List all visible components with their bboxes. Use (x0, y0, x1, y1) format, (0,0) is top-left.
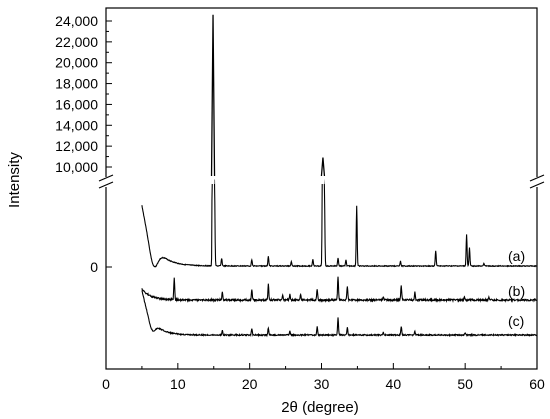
series-label-a: (a) (508, 248, 525, 264)
y-tick-label: 18,000 (55, 76, 98, 92)
ticks: 0 10 20 30 40 50 60 10,000 12,000 14,000 16,000 18,… (55, 13, 545, 392)
x-tick-label: 40 (386, 376, 402, 392)
series-label-b: (b) (508, 283, 525, 299)
y-tick-label: 16,000 (55, 96, 98, 112)
x-tick-label: 20 (242, 376, 258, 392)
series-line-c (141, 290, 538, 338)
x-tick-label: 50 (457, 376, 473, 392)
series-label-c: (c) (508, 313, 524, 329)
axis-break-mark-right-1 (529, 174, 545, 182)
x-axis-title: 2θ (degree) (281, 399, 359, 416)
y-tick-label: 12,000 (55, 138, 98, 154)
y-tick-label: 22,000 (55, 34, 98, 50)
axis-break-mark-left-2 (98, 181, 114, 189)
axis-break-mark-left-1 (98, 174, 114, 182)
y-axis-title: Intensity (6, 152, 23, 208)
y-tick-label: 20,000 (55, 55, 98, 71)
axes (98, 7, 545, 370)
series-line-b (141, 276, 538, 303)
x-tick-label: 10 (170, 376, 186, 392)
series-layer (141, 14, 538, 338)
series-a-peak-upper (320, 157, 326, 177)
y-tick-label: 24,000 (55, 13, 98, 29)
x-tick-label: 30 (314, 376, 330, 392)
y-tick-label: 10,000 (55, 159, 98, 175)
plot-frame (105, 7, 538, 370)
axis-break-mark-right-2 (529, 181, 545, 189)
x-tick-label: 60 (529, 376, 545, 392)
series-line-a (141, 178, 538, 268)
axis-break-gap-left (98, 177, 114, 187)
axis-break-gap-right (529, 177, 545, 187)
series-a-peak-upper (210, 14, 216, 177)
x-tick-label: 0 (102, 376, 110, 392)
y-tick-label: 14,000 (55, 117, 98, 133)
y-tick-label: 0 (90, 259, 98, 275)
